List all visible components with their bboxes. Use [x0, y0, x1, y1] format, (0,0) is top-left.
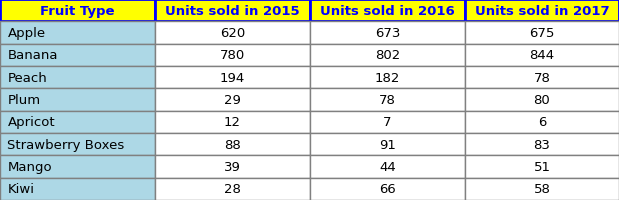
Text: Strawberry Boxes: Strawberry Boxes: [7, 138, 124, 151]
Bar: [310, 178, 465, 200]
Bar: [0, 89, 155, 111]
Text: Units sold in 2017: Units sold in 2017: [475, 5, 609, 18]
Bar: [155, 111, 310, 133]
Bar: [155, 44, 310, 67]
Bar: [155, 133, 310, 156]
Bar: [465, 67, 619, 89]
Bar: [310, 133, 465, 156]
Text: 91: 91: [379, 138, 396, 151]
Bar: [465, 133, 619, 156]
Bar: [0, 156, 155, 178]
Bar: [155, 0, 310, 22]
Text: 620: 620: [220, 27, 245, 40]
Text: 844: 844: [529, 49, 555, 62]
Bar: [0, 0, 155, 22]
Bar: [0, 22, 155, 44]
Text: Units sold in 2015: Units sold in 2015: [165, 5, 300, 18]
Text: Plum: Plum: [7, 94, 41, 106]
Bar: [155, 156, 310, 178]
Text: 80: 80: [534, 94, 550, 106]
Bar: [0, 111, 155, 133]
Bar: [310, 156, 465, 178]
Text: 802: 802: [375, 49, 400, 62]
Bar: [310, 111, 465, 133]
Text: 78: 78: [534, 71, 550, 84]
Text: 28: 28: [224, 182, 241, 195]
Bar: [465, 89, 619, 111]
Bar: [465, 0, 619, 22]
Text: 673: 673: [375, 27, 400, 40]
Bar: [310, 0, 465, 22]
Bar: [465, 111, 619, 133]
Text: 182: 182: [375, 71, 400, 84]
Bar: [0, 44, 155, 67]
Bar: [310, 22, 465, 44]
Text: 194: 194: [220, 71, 245, 84]
Text: 66: 66: [379, 182, 396, 195]
Text: Apricot: Apricot: [7, 116, 55, 129]
Text: Mango: Mango: [7, 160, 52, 173]
Text: 6: 6: [538, 116, 546, 129]
Text: 29: 29: [224, 94, 241, 106]
Bar: [310, 89, 465, 111]
Bar: [155, 22, 310, 44]
Text: 83: 83: [534, 138, 550, 151]
Bar: [155, 178, 310, 200]
Text: Kiwi: Kiwi: [7, 182, 35, 195]
Text: 12: 12: [224, 116, 241, 129]
Bar: [465, 156, 619, 178]
Bar: [465, 178, 619, 200]
Bar: [310, 44, 465, 67]
Bar: [0, 178, 155, 200]
Text: Units sold in 2016: Units sold in 2016: [320, 5, 455, 18]
Text: 51: 51: [534, 160, 550, 173]
Bar: [465, 44, 619, 67]
Text: Banana: Banana: [7, 49, 58, 62]
Text: Fruit Type: Fruit Type: [40, 5, 115, 18]
Bar: [155, 89, 310, 111]
Text: 78: 78: [379, 94, 396, 106]
Bar: [155, 67, 310, 89]
Bar: [310, 67, 465, 89]
Text: 780: 780: [220, 49, 245, 62]
Text: 88: 88: [224, 138, 241, 151]
Bar: [0, 67, 155, 89]
Text: 44: 44: [379, 160, 396, 173]
Text: 58: 58: [534, 182, 550, 195]
Bar: [0, 133, 155, 156]
Bar: [465, 22, 619, 44]
Text: 7: 7: [383, 116, 392, 129]
Text: Peach: Peach: [7, 71, 47, 84]
Text: Apple: Apple: [7, 27, 46, 40]
Text: 39: 39: [224, 160, 241, 173]
Text: 675: 675: [529, 27, 555, 40]
